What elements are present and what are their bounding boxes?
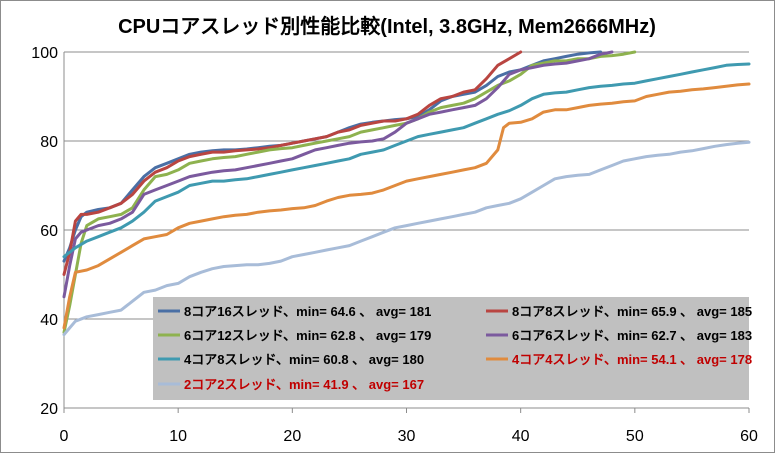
- legend-label-2: 8コア8スレッド、min= 65.9 、 avg= 185: [512, 304, 752, 319]
- legend-label-5: 4コア8スレッド、min= 60.8 、 avg= 180: [184, 352, 424, 367]
- x-tick-label: 10: [169, 428, 187, 445]
- y-tick-label: 40: [40, 312, 58, 329]
- series-line-5: [62, 62, 751, 259]
- legend-label-1: 8コア16スレッド、min= 64.6 、 avg= 181: [184, 304, 431, 319]
- series-lines: [62, 50, 751, 337]
- x-tick-label: 0: [60, 428, 69, 445]
- x-tick-label: 50: [626, 428, 644, 445]
- legend: 8コア16スレッド、min= 64.6 、 avg= 181 8コア8スレッド、m…: [153, 297, 752, 400]
- legend-label-3: 6コア12スレッド、min= 62.8 、 avg= 179: [184, 328, 431, 343]
- x-tick-label: 30: [398, 428, 416, 445]
- y-tick-label: 60: [40, 223, 58, 240]
- series-line-4: [62, 50, 614, 299]
- x-tick-label: 20: [283, 428, 301, 445]
- series-line-2: [62, 50, 523, 276]
- x-tick-label: 60: [740, 428, 758, 445]
- legend-box: [153, 297, 749, 400]
- y-tick-label: 80: [40, 134, 58, 151]
- legend-label-6: 4コア4スレッド、min= 54.1 、 avg= 178: [512, 352, 752, 367]
- chart-title: CPUコアスレッド別性能比較(Intel, 3.8GHz, Mem2666MHz…: [118, 14, 656, 38]
- series-line-6: [62, 82, 751, 330]
- y-tick-label: 20: [40, 401, 58, 418]
- x-tick-label: 40: [512, 428, 530, 445]
- legend-label-7: 2コア2スレッド、min= 41.9 、 avg= 167: [184, 377, 424, 392]
- axes: 20 40 60 80 100 0 10 20 30 40 50 60: [31, 45, 758, 445]
- legend-label-4: 6コア6スレッド、min= 62.7 、 avg= 183: [512, 328, 752, 343]
- series-line-3: [62, 50, 637, 334]
- y-tick-label: 100: [31, 45, 58, 62]
- series-line-7: [62, 140, 751, 337]
